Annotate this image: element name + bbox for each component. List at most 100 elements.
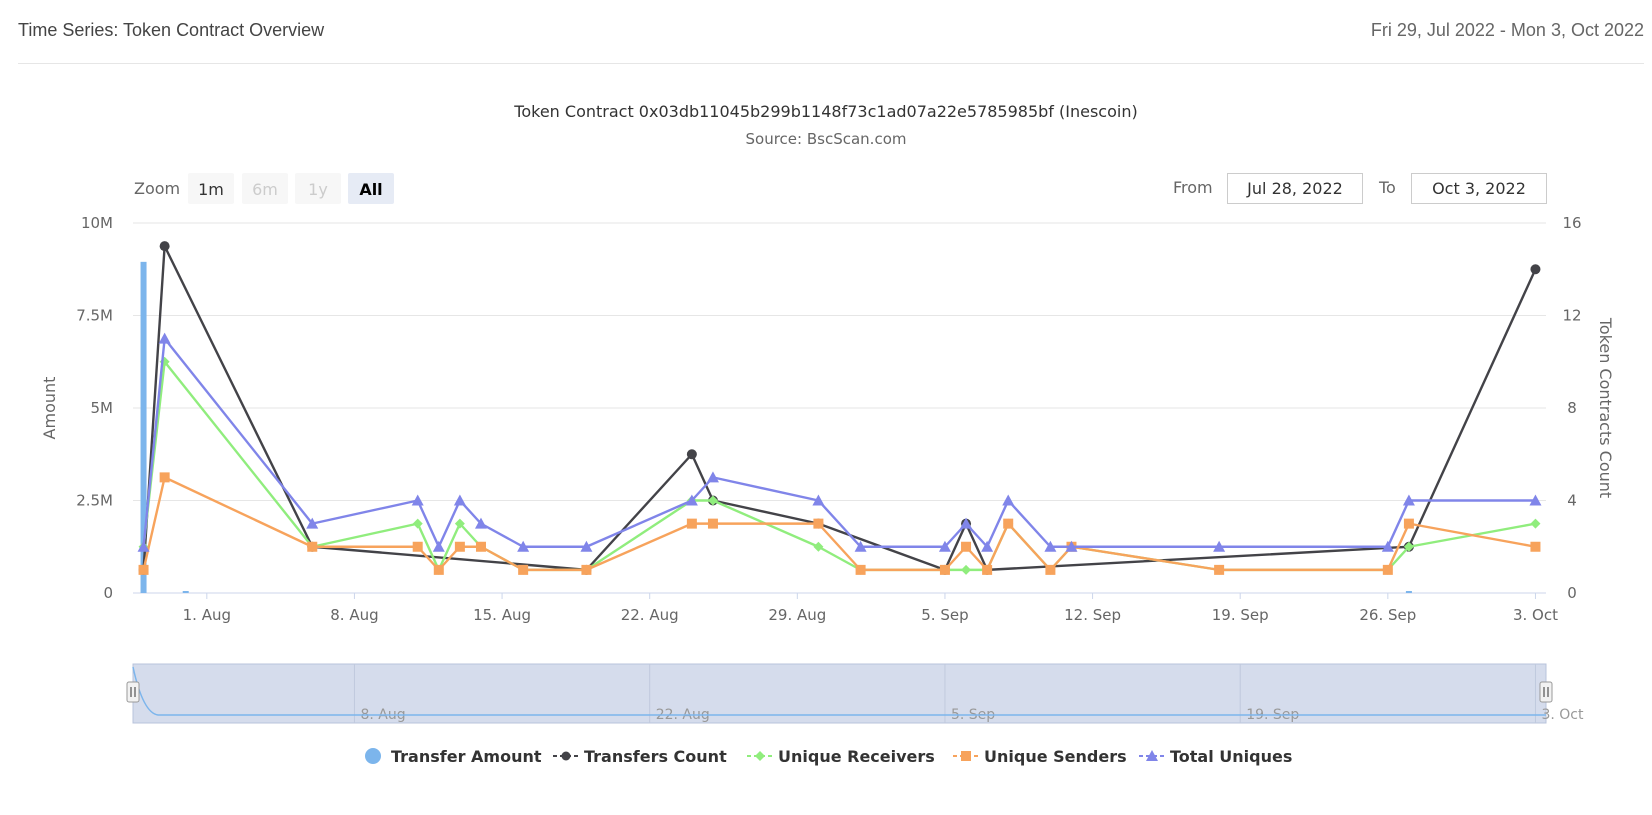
total-uniques-point[interactable] bbox=[854, 540, 867, 552]
total-uniques-point[interactable] bbox=[1002, 494, 1015, 506]
unique-senders-point[interactable] bbox=[813, 518, 824, 529]
unique-receivers-line bbox=[142, 360, 1536, 572]
legend-item-unique-senders[interactable]: Unique Senders bbox=[953, 747, 1127, 766]
unique-senders-point[interactable] bbox=[454, 541, 465, 552]
total-uniques-point[interactable] bbox=[517, 540, 530, 552]
handle-body bbox=[1539, 681, 1553, 703]
x-tick-label: 1. Aug bbox=[183, 606, 231, 624]
unique-senders-point[interactable] bbox=[686, 518, 697, 529]
total-uniques-point[interactable] bbox=[580, 540, 593, 552]
unique-senders-point[interactable] bbox=[961, 541, 972, 552]
unique-senders-point[interactable] bbox=[581, 564, 592, 575]
unique-senders-point[interactable] bbox=[475, 541, 486, 552]
unique-receivers-point[interactable] bbox=[454, 518, 465, 529]
legend-label: Total Uniques bbox=[1170, 747, 1292, 766]
total-uniques-point[interactable] bbox=[306, 517, 319, 529]
total-uniques-point[interactable] bbox=[137, 540, 150, 552]
header-date-range: Fri 29, Jul 2022 - Mon 3, Oct 2022 bbox=[1370, 20, 1644, 40]
transfers-count-point[interactable] bbox=[159, 241, 170, 252]
navigator[interactable]: 8. Aug 22. Aug 5. Sep 19. Sep 3. Oct bbox=[126, 663, 1584, 724]
unique-senders-point[interactable] bbox=[1003, 518, 1014, 529]
unique-senders-point[interactable] bbox=[1403, 518, 1414, 529]
total-uniques-point[interactable] bbox=[432, 540, 445, 552]
unique-senders-point[interactable] bbox=[138, 564, 149, 575]
range-from-input[interactable]: Jul 28, 2022 bbox=[1227, 173, 1363, 204]
total-uniques-point[interactable] bbox=[158, 332, 171, 344]
zoom-button-label: 1y bbox=[308, 180, 328, 199]
navigator-left-handle[interactable] bbox=[126, 681, 140, 703]
y-right-tick-label: 12 bbox=[1562, 307, 1581, 325]
total-uniques-point[interactable] bbox=[812, 494, 825, 506]
chart-title: Token Contract 0x03db11045b299b1148f73c1… bbox=[513, 102, 1137, 121]
transfers-count-point[interactable] bbox=[1530, 264, 1541, 275]
x-tick-label: 3. Oct bbox=[1513, 606, 1558, 624]
unique-senders-point[interactable] bbox=[939, 564, 950, 575]
total-uniques-point[interactable] bbox=[685, 494, 698, 506]
total-uniques-point[interactable] bbox=[1044, 540, 1057, 552]
unique-receivers-point[interactable] bbox=[1403, 541, 1414, 552]
legend-item-unique-receivers[interactable]: Unique Receivers bbox=[747, 747, 935, 766]
unique-receivers-point[interactable] bbox=[961, 564, 972, 575]
zoom-button-bg bbox=[242, 173, 288, 204]
unique-senders-point[interactable] bbox=[307, 541, 318, 552]
navigator-mask bbox=[132, 663, 1547, 724]
unique-receivers-point[interactable] bbox=[707, 495, 718, 506]
y-left-tick-label: 10M bbox=[81, 214, 113, 232]
total-uniques-point[interactable] bbox=[1065, 540, 1078, 552]
total-uniques-point[interactable] bbox=[981, 540, 994, 552]
transfer-amount-bar[interactable] bbox=[1405, 591, 1412, 593]
transfers-count-line bbox=[142, 244, 1537, 572]
unique-senders-point[interactable] bbox=[1382, 564, 1393, 575]
unique-senders-point[interactable] bbox=[1214, 564, 1225, 575]
x-tick-label: 22. Aug bbox=[621, 606, 679, 624]
unique-senders-point[interactable] bbox=[1530, 541, 1541, 552]
x-tick-label: 5. Sep bbox=[921, 606, 968, 624]
total-uniques-point[interactable] bbox=[453, 494, 466, 506]
zoom-button-label: All bbox=[359, 180, 382, 199]
total-uniques-point[interactable] bbox=[1213, 540, 1226, 552]
range-to-input[interactable]: Oct 3, 2022 bbox=[1411, 173, 1547, 204]
unique-senders-point[interactable] bbox=[855, 564, 866, 575]
y-left-tick-label: 0 bbox=[103, 584, 113, 602]
legend-label: Unique Receivers bbox=[778, 747, 935, 766]
y-right-tick-label: 0 bbox=[1567, 584, 1577, 602]
grid-lines bbox=[133, 222, 1546, 594]
unique-receivers-point[interactable] bbox=[412, 518, 423, 529]
zoom-button-1y: 1y bbox=[295, 173, 341, 204]
total-uniques-point[interactable] bbox=[411, 494, 424, 506]
navigator-right-handle[interactable] bbox=[1539, 681, 1553, 703]
total-uniques-point[interactable] bbox=[1402, 494, 1415, 506]
unique-senders-point[interactable] bbox=[412, 541, 423, 552]
total-uniques-point[interactable] bbox=[938, 540, 951, 552]
unique-senders-point[interactable] bbox=[1045, 564, 1056, 575]
transfer-amount-bar[interactable] bbox=[140, 261, 147, 593]
legend-item-transfer-amount[interactable]: Transfer Amount bbox=[365, 747, 542, 766]
range-to-label: To bbox=[1379, 178, 1396, 197]
unique-receivers-point[interactable] bbox=[1530, 518, 1541, 529]
unique-receivers-series bbox=[138, 356, 1541, 575]
total-uniques-point[interactable] bbox=[474, 517, 487, 529]
unique-senders-point[interactable] bbox=[518, 564, 529, 575]
total-uniques-point[interactable] bbox=[960, 517, 973, 529]
zoom-button-all[interactable]: All bbox=[348, 173, 394, 204]
total-uniques-point[interactable] bbox=[1529, 494, 1542, 506]
unique-senders-point[interactable] bbox=[982, 564, 993, 575]
unique-senders-point[interactable] bbox=[159, 472, 170, 483]
total-uniques-point[interactable] bbox=[1381, 540, 1394, 552]
y-left-tick-label: 7.5M bbox=[76, 307, 113, 325]
transfer-amount-bar[interactable] bbox=[182, 591, 189, 593]
unique-senders-point[interactable] bbox=[707, 518, 718, 529]
legend-item-transfers-count[interactable]: Transfers Count bbox=[553, 747, 727, 766]
legend-symbol bbox=[755, 751, 765, 761]
zoom-button-bg bbox=[295, 173, 341, 204]
zoom-button-1m[interactable]: 1m bbox=[188, 173, 234, 204]
transfers-count-point[interactable] bbox=[686, 449, 697, 460]
legend-item-total-uniques[interactable]: Total Uniques bbox=[1139, 747, 1292, 766]
navigator-tick-label: 3. Oct bbox=[1541, 707, 1584, 723]
unique-receivers-point[interactable] bbox=[813, 541, 824, 552]
unique-senders-point[interactable] bbox=[433, 564, 444, 575]
range-from-label: From bbox=[1173, 178, 1213, 197]
total-uniques-point[interactable] bbox=[706, 471, 719, 483]
